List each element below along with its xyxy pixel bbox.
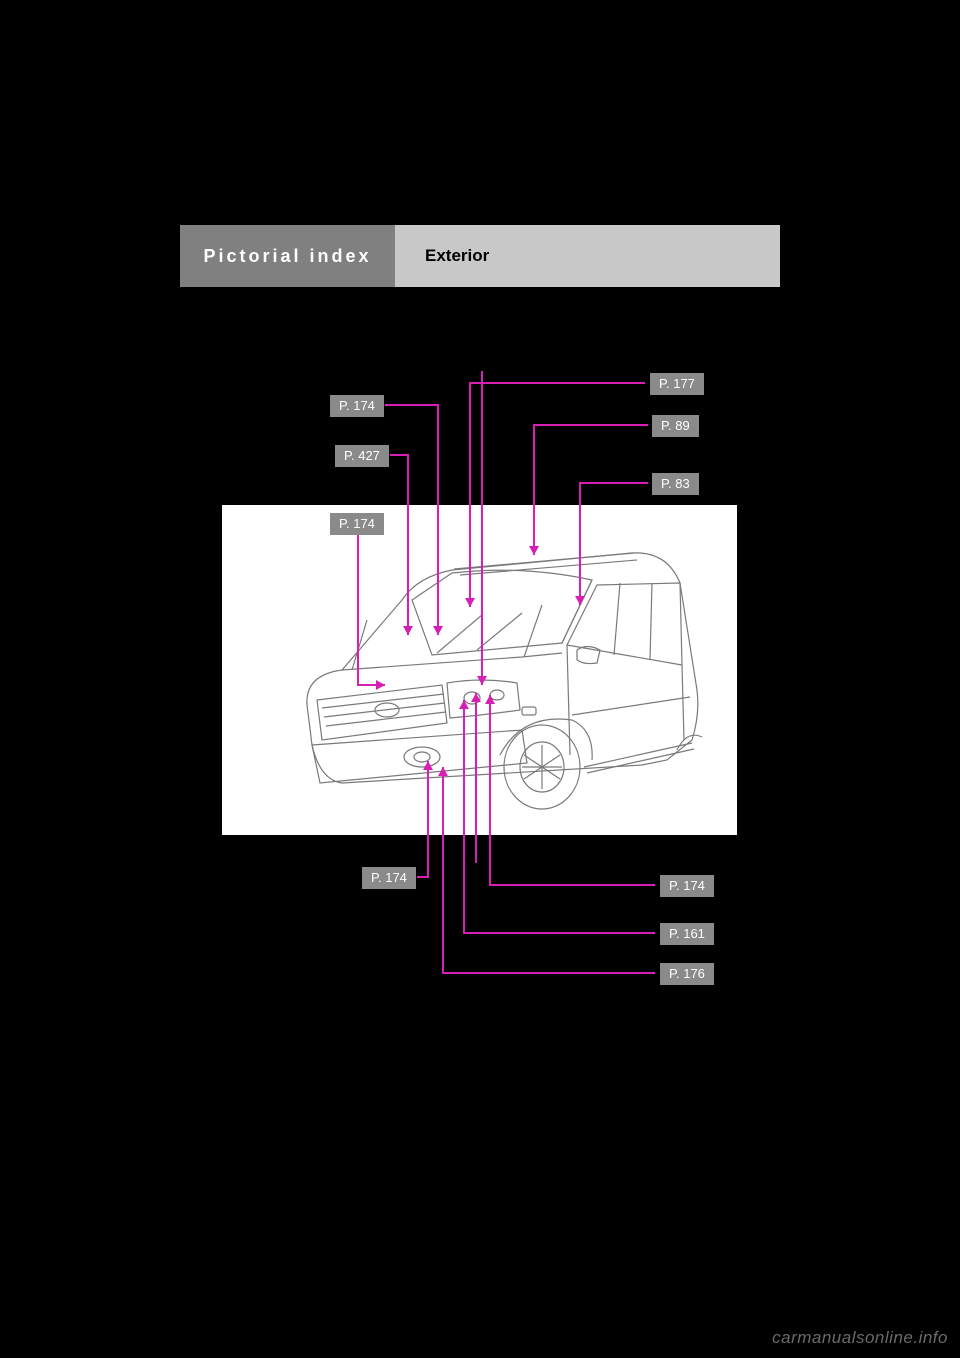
page-ref-label: P. 174 <box>330 513 384 535</box>
label-text: P. 174 <box>669 878 705 893</box>
watermark-text: carmanualsonline.info <box>772 1328 948 1348</box>
header-title-right: Exterior <box>395 225 780 287</box>
manual-page: Pictorial index Exterior <box>180 225 780 1045</box>
page-ref-label: P. 89 <box>652 415 699 437</box>
label-text: P. 174 <box>371 870 407 885</box>
label-text: P. 174 <box>339 398 375 413</box>
label-text: P. 427 <box>344 448 380 463</box>
label-text: P. 161 <box>669 926 705 941</box>
label-text: P. 176 <box>669 966 705 981</box>
page-ref-label: P. 174 <box>362 867 416 889</box>
page-ref-label: P. 174 <box>330 395 384 417</box>
page-ref-label: P. 174 <box>660 875 714 897</box>
page-ref-label: P. 177 <box>650 373 704 395</box>
label-text: P. 177 <box>659 376 695 391</box>
page-ref-label: P. 427 <box>335 445 389 467</box>
header-title-left: Pictorial index <box>180 225 395 287</box>
page-ref-label: P. 176 <box>660 963 714 985</box>
label-text: P. 83 <box>661 476 690 491</box>
label-text: P. 89 <box>661 418 690 433</box>
vehicle-illustration <box>222 505 737 835</box>
page-ref-label: P. 161 <box>660 923 714 945</box>
page-ref-label: P. 83 <box>652 473 699 495</box>
header-bar: Pictorial index Exterior <box>180 225 780 287</box>
label-text: P. 174 <box>339 516 375 531</box>
diagram-area: P. 174 P. 427 P. 174 P. 177 P. 89 P. 83 … <box>180 365 780 1045</box>
vehicle-image-box <box>222 505 737 835</box>
